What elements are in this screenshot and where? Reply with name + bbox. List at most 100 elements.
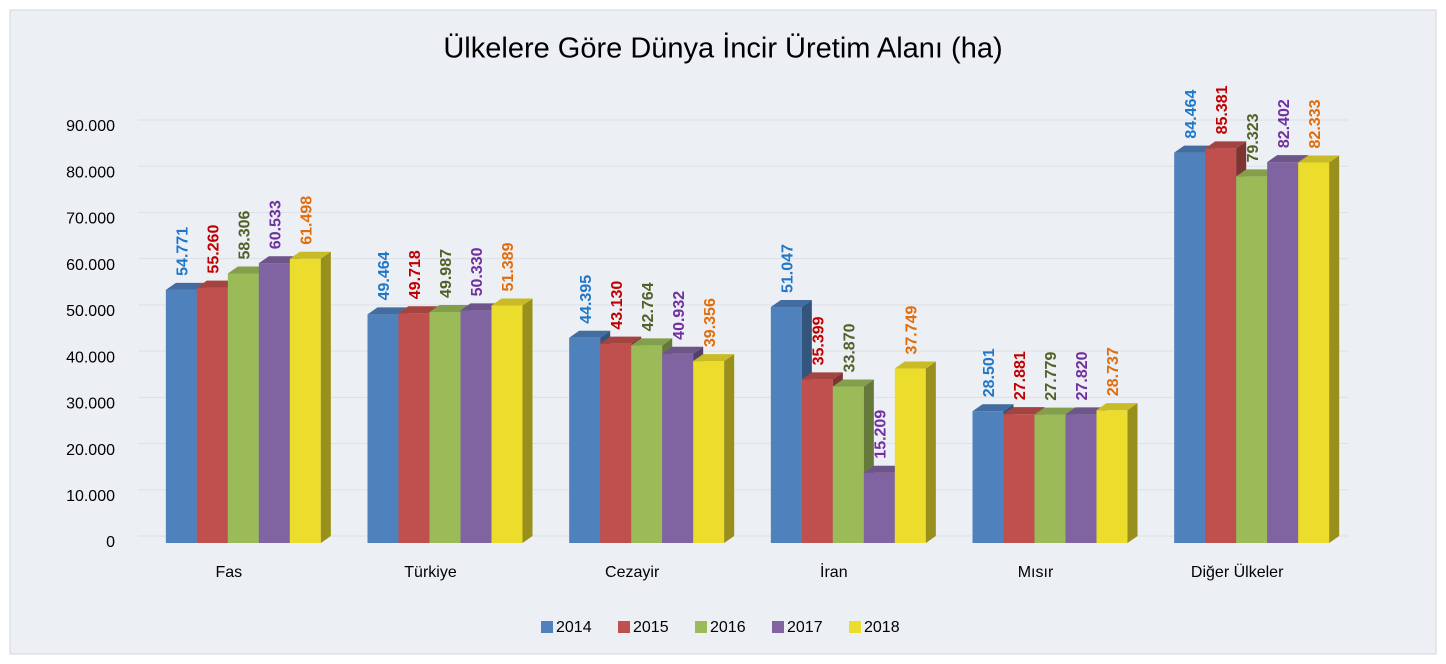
bar [367, 314, 399, 543]
legend-swatch [618, 621, 630, 633]
bar-top-shade [569, 330, 611, 338]
bar-top [832, 379, 874, 387]
bar-side [724, 354, 735, 543]
data-label: 55.260 [206, 225, 223, 274]
bar-top [491, 298, 533, 306]
legend-swatch [541, 621, 553, 633]
bar-top [1174, 145, 1216, 153]
y-tick-label: 70.000 [66, 211, 115, 228]
bar [165, 289, 197, 543]
bar-top-shade [460, 303, 502, 311]
data-label: 44.395 [578, 275, 595, 324]
x-tick-label: Diğer Ülkeler [1191, 563, 1284, 581]
data-label: 82.402 [1276, 99, 1293, 148]
bar-top-shade [832, 379, 874, 387]
bar-top [1298, 155, 1340, 163]
bar [491, 305, 523, 543]
data-label: 39.356 [702, 298, 719, 347]
bar [1003, 414, 1035, 543]
bar-top [398, 306, 440, 314]
bar-top-shade [165, 282, 207, 290]
data-label: 28.737 [1105, 347, 1122, 396]
data-label: 43.130 [609, 281, 626, 330]
bar-top [1096, 403, 1138, 411]
bar-side-shade [522, 298, 533, 543]
data-label: 51.047 [780, 244, 797, 293]
bar [1267, 162, 1299, 544]
data-label: 15.209 [873, 410, 890, 459]
bar-top-shade [1236, 169, 1278, 177]
data-label: 50.330 [469, 247, 486, 296]
bar-side-shade [1127, 403, 1138, 543]
bar-side-shade [925, 361, 936, 543]
bar-side [1127, 403, 1138, 543]
bar-top [1236, 169, 1278, 177]
data-label: 35.399 [811, 316, 828, 365]
bar-top [1034, 407, 1076, 415]
bar-top-shade [693, 354, 735, 362]
bar-side [522, 298, 533, 543]
bar [1205, 148, 1237, 544]
bar [801, 379, 833, 543]
bar-side [320, 251, 331, 543]
data-label: 49.464 [376, 251, 393, 300]
bar-top-shade [429, 304, 471, 312]
bar-side-shade [724, 354, 735, 543]
bar [662, 353, 694, 543]
bar-top-shade [289, 251, 331, 259]
bar-side [925, 361, 936, 543]
bar-top [1003, 407, 1045, 415]
bar [1034, 414, 1066, 543]
y-tick-label: 90.000 [66, 118, 115, 135]
data-label: 27.779 [1043, 352, 1060, 401]
x-tick-label: İran [820, 562, 848, 581]
bar [693, 361, 725, 543]
bar-top [289, 251, 331, 259]
legend-swatch [772, 621, 784, 633]
bar [398, 313, 430, 543]
bar-top-shade [227, 266, 269, 274]
legend-label: 2014 [556, 619, 592, 636]
bar-top-shade [258, 256, 300, 264]
bar-side [1329, 155, 1340, 543]
bar-top-shade [398, 306, 440, 314]
legend-label: 2015 [633, 619, 669, 636]
bar-side-shade [1329, 155, 1340, 543]
data-label: 58.306 [237, 210, 254, 259]
legend-label: 2018 [864, 619, 900, 636]
bar-top-shade [1298, 155, 1340, 163]
data-label: 27.881 [1012, 351, 1029, 400]
bar-top-shade [863, 465, 905, 473]
data-label: 37.749 [904, 305, 921, 354]
bar [770, 307, 802, 543]
x-tick-label: Cezayir [605, 564, 660, 581]
bar [894, 368, 926, 543]
bar-top-shade [1096, 403, 1138, 411]
x-tick-label: Mısır [1018, 564, 1054, 581]
data-label: 54.771 [175, 227, 192, 276]
bar-top [196, 280, 238, 288]
data-label: 60.533 [268, 200, 285, 249]
bar-top-shade [1174, 145, 1216, 153]
legend-label: 2017 [787, 619, 823, 636]
x-tick-label: Fas [215, 564, 242, 581]
y-tick-label: 60.000 [66, 257, 115, 274]
bar [258, 263, 290, 543]
bar [832, 386, 864, 543]
bar-top [894, 361, 936, 369]
data-label: 85.381 [1214, 85, 1231, 134]
bar-top [801, 372, 843, 380]
x-tick-label: Türkiye [404, 564, 457, 581]
bar [1236, 176, 1268, 543]
bar-side-shade [320, 251, 331, 543]
bar [569, 337, 601, 543]
bar-top [227, 266, 269, 274]
bar-top [770, 300, 812, 308]
y-tick-label: 50.000 [66, 303, 115, 320]
data-label: 28.501 [981, 348, 998, 397]
bar-top-shade [600, 336, 642, 344]
bar-top-shade [1003, 407, 1045, 415]
legend-label: 2016 [710, 619, 746, 636]
